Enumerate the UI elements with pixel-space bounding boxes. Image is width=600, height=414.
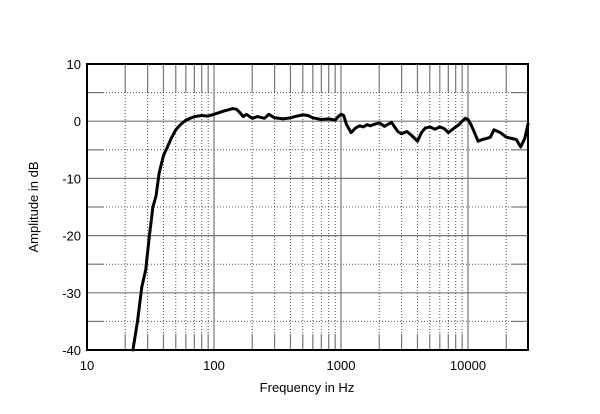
- y-axis-tick-labels: 10 0 -10 -20 -30 -40: [62, 57, 81, 358]
- x-tick-label: 1000: [327, 358, 356, 373]
- response-curve: [131, 107, 530, 352]
- y-tick-label: -20: [62, 229, 81, 244]
- x-axis-tick-labels: 10 100 1000 10000: [80, 358, 486, 373]
- y-tick-label: -30: [62, 286, 81, 301]
- plot-frame: [86, 63, 529, 351]
- x-axis-title: Frequency in Hz: [260, 380, 355, 395]
- y-tick-label: 0: [74, 114, 81, 129]
- grid: [87, 64, 528, 350]
- y-tick-label: -10: [62, 171, 81, 186]
- y-tick-label: -40: [62, 343, 81, 358]
- y-tick-label: 10: [67, 57, 81, 72]
- x-tick-label: 10000: [450, 358, 486, 373]
- x-tick-label: 100: [203, 358, 225, 373]
- x-tick-label: 10: [80, 358, 94, 373]
- y-axis-title: Amplitude in dB: [26, 161, 41, 252]
